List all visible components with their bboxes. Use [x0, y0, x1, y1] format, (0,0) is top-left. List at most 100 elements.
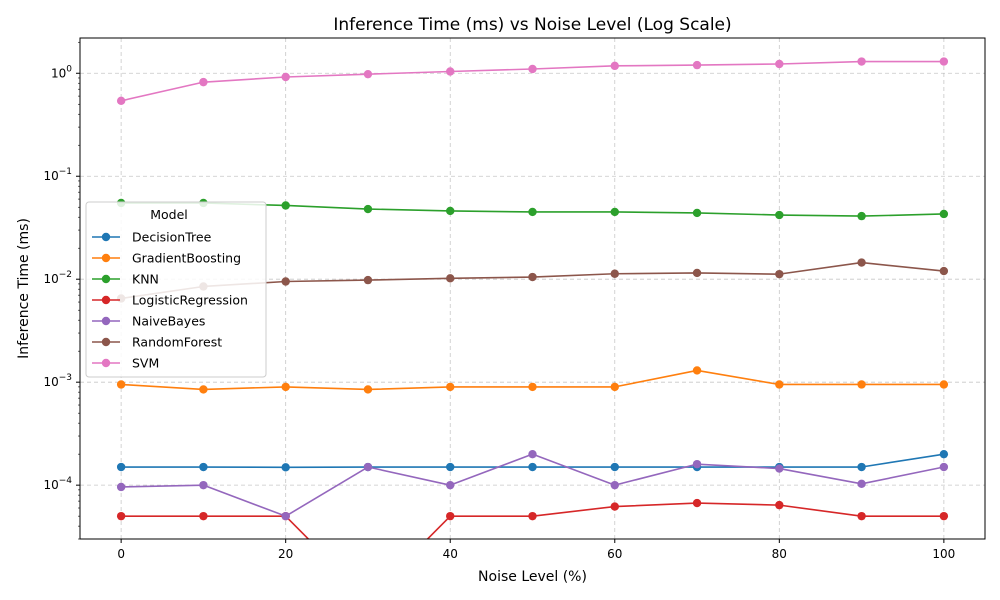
data-point	[610, 462, 619, 472]
data-point	[446, 480, 455, 490]
y-tick-label: 10−1	[43, 167, 72, 183]
data-point	[528, 64, 537, 74]
data-point	[857, 511, 866, 521]
data-point	[610, 207, 619, 217]
y-axis-label: Inference Time (ms)	[16, 218, 32, 359]
data-point	[281, 277, 290, 286]
data-point	[857, 211, 866, 221]
data-point	[116, 511, 126, 521]
data-point	[446, 382, 455, 392]
data-point	[446, 67, 455, 76]
data-point	[939, 462, 949, 472]
data-point	[775, 59, 784, 69]
legend-title: Model	[150, 207, 188, 222]
legend-marker	[101, 316, 111, 326]
data-point	[528, 382, 537, 392]
data-point	[775, 500, 784, 510]
data-point	[446, 206, 455, 216]
data-point	[199, 77, 208, 87]
data-point	[775, 210, 784, 220]
x-tick-label: 40	[443, 547, 458, 561]
data-point	[528, 272, 537, 282]
data-point	[610, 61, 619, 71]
data-point	[528, 207, 537, 217]
legend-label: RandomForest	[132, 335, 222, 350]
legend-marker	[101, 274, 111, 284]
data-point	[857, 479, 866, 489]
data-point	[363, 385, 373, 394]
data-point	[610, 502, 619, 511]
data-point	[692, 60, 702, 70]
x-axis-label: Noise Level (%)	[478, 569, 587, 585]
data-point	[116, 462, 126, 472]
y-axis-ticks: 10−4 10−3 10−2 10−1 100	[43, 41, 80, 540]
y-tick-label: 10−4	[43, 476, 72, 492]
plot-area-frame	[79, 37, 986, 540]
data-point	[116, 96, 126, 106]
legend-marker	[101, 358, 111, 368]
data-point	[281, 382, 290, 392]
data-point	[528, 462, 537, 472]
data-point	[939, 380, 949, 389]
legend-marker	[101, 232, 111, 242]
x-tick-label: 0	[117, 547, 125, 561]
data-point	[610, 480, 619, 490]
data-point	[857, 258, 866, 267]
data-point	[939, 209, 949, 219]
data-point	[446, 274, 455, 283]
data-point	[363, 204, 373, 214]
x-tick-label: 20	[278, 547, 293, 561]
data-point	[775, 269, 784, 279]
y-tick-label: 10−2	[43, 270, 72, 286]
legend-label: KNN	[132, 272, 159, 287]
legend-marker	[101, 295, 111, 305]
x-tick-label: 100	[932, 547, 955, 561]
legend-label: NaiveBayes	[132, 314, 205, 329]
data-point	[281, 201, 290, 210]
series-layer	[116, 57, 949, 539]
legend-label: SVM	[132, 356, 159, 371]
data-point	[199, 385, 208, 394]
data-point	[610, 382, 619, 392]
legend-label: LogisticRegression	[132, 293, 248, 308]
data-point	[199, 480, 208, 490]
data-point	[692, 366, 702, 375]
data-point	[446, 511, 455, 521]
data-point	[116, 482, 126, 492]
data-point	[857, 380, 866, 389]
data-point	[199, 462, 208, 472]
data-point	[281, 511, 290, 521]
legend-marker	[101, 253, 111, 263]
data-point	[363, 462, 373, 472]
data-point	[363, 275, 373, 285]
data-point	[692, 208, 702, 218]
data-point	[692, 498, 702, 508]
legend-box	[85, 201, 267, 378]
data-point	[116, 380, 126, 389]
data-point	[199, 511, 208, 521]
data-point	[446, 462, 455, 472]
x-tick-label: 60	[607, 547, 622, 561]
data-point	[692, 459, 702, 469]
legend-label: GradientBoosting	[132, 251, 241, 266]
data-point	[281, 463, 290, 472]
legend: Model DecisionTree GradientBoosting KNN Logi…	[85, 201, 267, 378]
x-tick-label: 80	[772, 547, 787, 561]
data-point	[939, 511, 949, 521]
data-point	[610, 269, 619, 278]
y-tick-label: 100	[51, 64, 72, 80]
series-SVM	[116, 57, 949, 106]
data-point	[939, 449, 949, 459]
data-point	[939, 57, 949, 66]
data-point	[363, 69, 373, 79]
chart-title: Inference Time (ms) vs Noise Level (Log …	[333, 15, 731, 35]
data-point	[939, 266, 949, 276]
data-point	[775, 464, 784, 473]
legend-marker	[101, 337, 111, 347]
x-axis-ticks: 0 20 40 60 80 100	[117, 539, 955, 561]
data-point	[775, 380, 784, 389]
data-point	[281, 72, 290, 82]
data-point	[857, 57, 866, 66]
y-tick-label: 10−3	[43, 373, 72, 389]
